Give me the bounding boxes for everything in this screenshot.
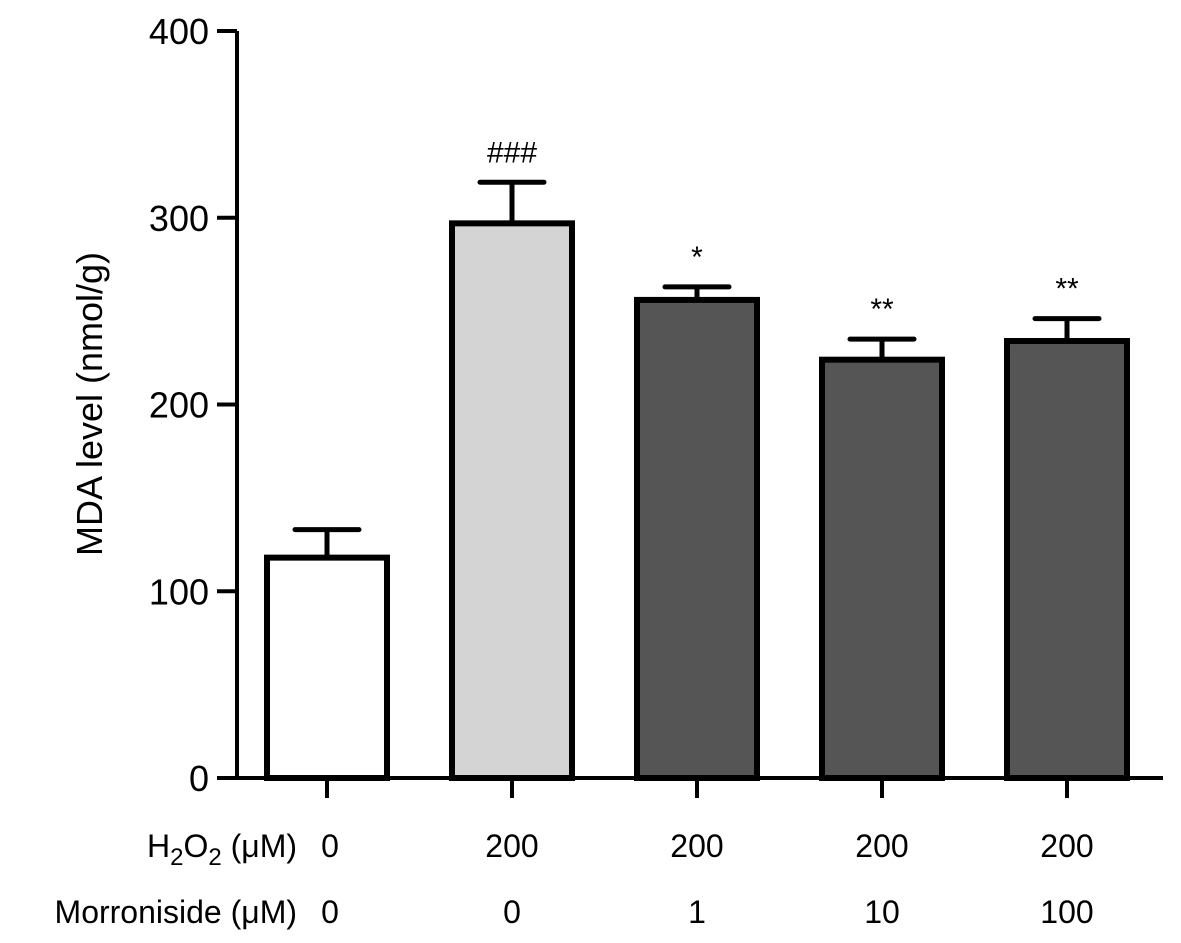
significance-annotation: ** — [870, 293, 894, 326]
category-value: 100 — [1040, 894, 1093, 930]
morroniside-row-label: Morroniside (μM) — [55, 894, 297, 930]
category-value: 0 — [321, 894, 339, 930]
x-ticks — [325, 778, 1069, 798]
category-value: 200 — [1040, 828, 1093, 864]
significance-annotation: ### — [487, 136, 537, 169]
y-tick-label: 100 — [149, 571, 209, 612]
significance-annotation: * — [691, 241, 703, 274]
y-ticks: 0 100 200 300 400 — [149, 11, 237, 799]
bar — [264, 554, 390, 782]
significance-annotation: ** — [1055, 273, 1079, 306]
y-tick-label: 0 — [189, 758, 209, 799]
category-value: 200 — [485, 828, 538, 864]
category-value: 10 — [864, 894, 900, 930]
y-axis-label: MDA level (nmol/g) — [69, 252, 110, 556]
y-tick-label: 400 — [149, 11, 209, 52]
bar — [634, 296, 760, 781]
bar — [449, 220, 575, 782]
bar — [819, 356, 945, 781]
bars: ###***** — [264, 136, 1130, 782]
y-tick-label: 200 — [149, 385, 209, 426]
bar — [1004, 338, 1130, 781]
category-value: 1 — [688, 894, 706, 930]
y-tick-label: 300 — [149, 198, 209, 239]
category-value: 200 — [670, 828, 723, 864]
category-rows: H2O2 (μM) Morroniside (μM) 0 200 200 200 200… — [55, 828, 1094, 930]
category-value: 0 — [503, 894, 521, 930]
h2o2-row-label: H2O2 (μM) — [147, 828, 297, 871]
category-value: 200 — [855, 828, 908, 864]
category-value: 0 — [321, 828, 339, 864]
